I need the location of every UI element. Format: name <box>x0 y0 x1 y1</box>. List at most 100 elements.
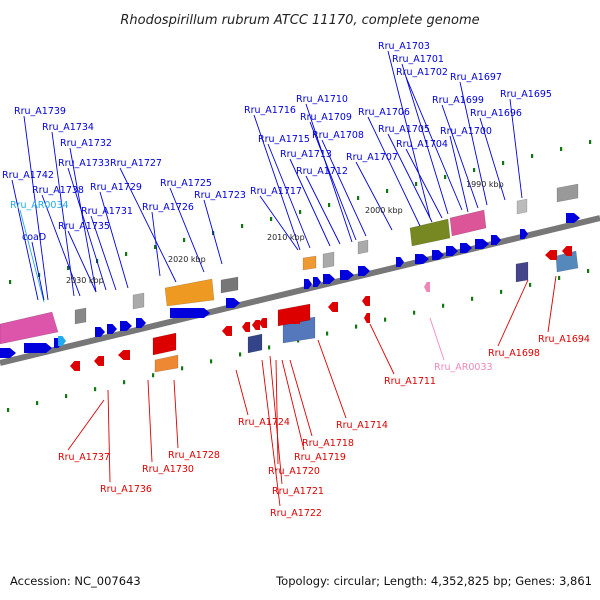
tick-dot-lower <box>239 352 242 357</box>
gene-arrow-5 <box>95 327 105 337</box>
leader-line-rru-a1738 <box>41 194 81 297</box>
leader-line-rru-a1733 <box>67 167 107 291</box>
leader-line-rru-a1710 <box>305 103 353 243</box>
leader-line-rru-a1695 <box>509 98 523 199</box>
leader-line-rru-a1715 <box>267 143 311 249</box>
gene-arrow-22 <box>491 235 501 245</box>
gene-label-rru-a1699: Rru_A1699 <box>432 95 484 106</box>
band-rru-a1728 <box>152 332 177 356</box>
band-rru-a1706 <box>409 218 451 247</box>
leader-line-rru-a1714 <box>317 339 347 419</box>
gene-label-rru-a1723: Rru_A1723 <box>194 190 246 201</box>
tick-dot-lower <box>413 310 416 315</box>
band-rru-a1698 <box>515 261 529 283</box>
gene-label-rru-a1700: Rru_A1700 <box>440 126 492 137</box>
band-rru-a1707 <box>357 239 369 255</box>
gene-label-rru-a1703: Rru_A1703 <box>378 41 430 52</box>
gene-arrow-31 <box>259 318 267 328</box>
gene-arrow-14 <box>340 270 354 280</box>
gene-arrow-7 <box>120 321 132 331</box>
gene-arrows <box>0 213 580 371</box>
leader-line-rru-a1730 <box>147 379 153 463</box>
leader-line-rru-a1700 <box>449 135 469 213</box>
gene-arrow-38 <box>562 246 572 256</box>
accession-text: Accession: NC_007643 <box>10 574 141 588</box>
gene-label-rru-a1724: Rru_A1724 <box>238 417 290 428</box>
leader-line-rru-a1697 <box>459 81 488 206</box>
leader-line-rru-a1721 <box>269 355 283 485</box>
leader-line-rru-ar0033 <box>429 317 445 361</box>
tick-dot-lower <box>181 366 184 371</box>
band-rru-a1726 <box>164 278 215 307</box>
gene-arrow-18 <box>432 250 444 260</box>
tick-dot-upper <box>270 217 273 221</box>
tick-dot-upper <box>386 189 389 193</box>
gene-arrow-15 <box>358 266 370 276</box>
gene-label-rru-a1697: Rru_A1697 <box>450 72 502 83</box>
gene-arrow-16 <box>396 257 404 267</box>
gene-arrow-32 <box>280 314 300 324</box>
gene-label-rru-a1702: Rru_A1702 <box>396 67 448 78</box>
band-rru-a1718 <box>247 333 263 354</box>
tick-dot-upper <box>154 245 157 249</box>
gene-arrow-19 <box>446 246 458 256</box>
tick-dot-upper <box>183 238 186 242</box>
band-rru-a1717 <box>302 255 317 271</box>
gene-label-rru-a1727: Rru_A1727 <box>110 158 162 169</box>
tick-dot-upper <box>531 154 534 158</box>
gene-arrow-21 <box>475 239 489 249</box>
gene-arrow-26 <box>94 356 104 366</box>
gene-arrow-29 <box>242 322 250 332</box>
tick-dot-lower <box>36 401 39 406</box>
gene-arrow-36 <box>424 282 430 292</box>
tick-dot-upper <box>125 252 128 256</box>
gene-label-rru-a1715: Rru_A1715 <box>258 134 310 145</box>
gene-arrow-11 <box>304 279 312 289</box>
gene-label-rru-a1735: Rru_A1735 <box>58 221 110 232</box>
leader-line-rru-a1717 <box>259 195 299 251</box>
leader-line-rru-a1722 <box>261 359 281 507</box>
scale-label-2000-kbp: 2000 kbp <box>365 206 403 215</box>
tick-dot-upper <box>560 147 563 151</box>
band-rru-a1729 <box>132 292 145 310</box>
gene-arrow-20 <box>460 243 472 253</box>
gene-label-rru-a1731: Rru_A1731 <box>81 206 133 217</box>
leader-line-rru-a1718 <box>289 359 313 437</box>
leader-line-rru-a1724 <box>235 369 249 416</box>
gene-label-rru-a1712: Rru_A1712 <box>296 166 348 177</box>
gene-label-rru-a1694: Rru_A1694 <box>538 334 590 345</box>
gene-label-rru-a1710: Rru_A1710 <box>296 94 348 105</box>
tick-dot-lower <box>442 303 445 308</box>
leader-line-rru-a1732 <box>69 147 97 293</box>
gene-label-rru-a1728: Rru_A1728 <box>168 450 220 461</box>
gene-label-rru-a1714: Rru_A1714 <box>336 420 388 431</box>
gene-arrow-8 <box>136 318 146 328</box>
gene-arrow-17 <box>415 254 429 264</box>
tick-dot-lower <box>471 296 474 301</box>
tick-dot-upper <box>9 280 12 284</box>
gene-label-rru-a1736: Rru_A1736 <box>100 484 152 495</box>
leader-line-rru-a1734 <box>51 131 75 297</box>
tick-dot-lower <box>355 324 358 329</box>
leader-line-rru-a1708 <box>321 139 367 237</box>
tick-dot-upper <box>328 203 331 207</box>
genome-stats-text: Topology: circular; Length: 4,352,825 bp… <box>276 574 592 588</box>
map-title: Rhodospirillum rubrum ATCC 11170, comple… <box>120 13 479 28</box>
gene-label-rru-a1713: Rru_A1713 <box>280 149 332 160</box>
gene-label-rru-a1733: Rru_A1733 <box>58 158 110 169</box>
leader-line-rru-a1702 <box>405 76 463 211</box>
leader-line-rru-a1737 <box>67 399 105 451</box>
gene-label-coad: coaD <box>22 232 46 243</box>
leader-line-rru-a1701 <box>401 63 449 215</box>
tick-dot-upper <box>415 182 418 186</box>
gene-label-rru-a1698: Rru_A1698 <box>488 348 540 359</box>
tick-dot-lower <box>268 345 271 350</box>
leader-line-rru-a1706 <box>367 116 421 227</box>
band-rru-a1723 <box>220 276 239 294</box>
leader-line-rru-a1736 <box>107 389 111 483</box>
tick-dot-lower <box>7 408 10 412</box>
tick-dot-lower <box>65 394 68 399</box>
gene-arrow-30 <box>252 320 260 330</box>
leader-line-rru-a1698 <box>497 279 529 347</box>
label-leader-lines <box>11 50 557 507</box>
